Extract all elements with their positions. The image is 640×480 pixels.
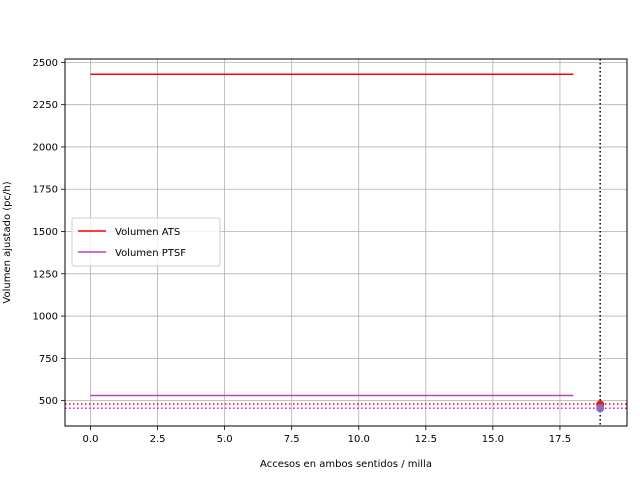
y-tick-label: 1750 [33,185,58,196]
y-tick-label: 2500 [33,58,58,69]
legend-label-ats: Volumen ATS [115,227,180,238]
y-tick-label: 2000 [33,142,58,153]
x-tick-label: 15.0 [482,434,504,445]
points-layer [596,400,605,413]
x-axis-ticks: 0.0 2.5 5.0 7.5 10.0 12.5 15.0 17.5 [83,426,571,445]
x-axis-label: Accesos en ambos sentidos / milla [260,459,432,470]
legend: Volumen ATS Volumen PTSF [71,217,221,267]
x-tick-label: 7.5 [284,434,300,445]
y-tick-label: 1250 [33,269,58,280]
series-layer [90,73,574,397]
legend-box [71,217,221,267]
y-axis-ticks: 500 750 1000 1250 1500 1750 2000 2250 2500 [33,58,65,407]
y-tick-label: 2250 [33,100,58,111]
y-tick-label: 500 [39,396,58,407]
marker-point-1 [596,404,605,413]
y-tick-label: 1500 [33,227,58,238]
x-tick-label: 17.5 [549,434,571,445]
x-tick-label: 10.0 [348,434,370,445]
x-tick-label: 2.5 [150,434,166,445]
legend-label-ptsf: Volumen PTSF [115,248,186,259]
x-tick-label: 0.0 [83,434,99,445]
reference-lines [65,59,627,426]
y-tick-label: 750 [39,354,58,365]
x-tick-label: 5.0 [217,434,233,445]
y-axis-label: Volumen ajustado (pc/h) [2,181,13,303]
y-tick-label: 1000 [33,312,58,323]
plot-frame [64,58,628,427]
x-tick-label: 12.5 [415,434,437,445]
grid [65,59,627,426]
